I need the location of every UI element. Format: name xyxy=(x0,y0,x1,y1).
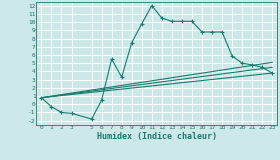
X-axis label: Humidex (Indice chaleur): Humidex (Indice chaleur) xyxy=(97,132,217,141)
